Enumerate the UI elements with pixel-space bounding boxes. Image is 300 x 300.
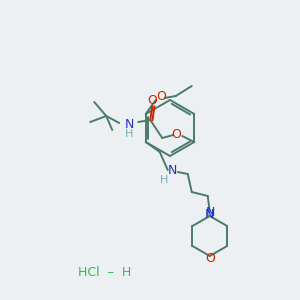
Text: HCl  –  H: HCl – H: [78, 266, 132, 278]
Text: H: H: [160, 175, 168, 185]
Text: H: H: [125, 129, 134, 139]
Text: O: O: [171, 128, 181, 140]
Text: O: O: [156, 91, 166, 103]
Text: N: N: [206, 206, 215, 220]
Text: N: N: [205, 208, 214, 220]
Text: O: O: [147, 94, 157, 106]
Text: O: O: [205, 251, 215, 265]
Text: N: N: [168, 164, 177, 178]
Text: N: N: [124, 118, 134, 131]
